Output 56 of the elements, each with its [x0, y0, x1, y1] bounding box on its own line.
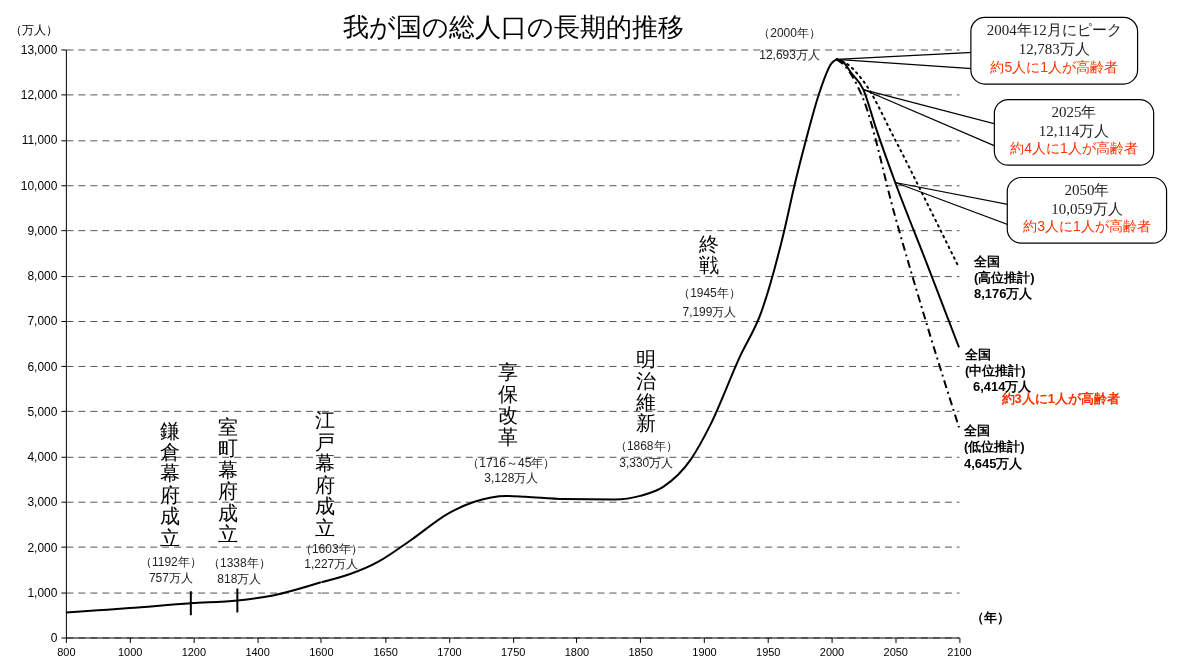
annotation: （2000年） 12,693万人	[758, 26, 821, 63]
y-tick-label: 2,000	[27, 540, 58, 555]
annotation: 2025年 12,114万人	[1038, 104, 1110, 140]
annotation: 2050年 10,059万人	[1051, 182, 1123, 218]
x-tick-label: 1600	[309, 645, 334, 658]
annotation: 明治維新	[635, 348, 657, 435]
x-tick-label: 1400	[245, 645, 270, 658]
data-label: 8,176万人	[973, 285, 1034, 301]
x-axis-title: （年）	[971, 610, 1011, 626]
annotation: （1192年） 757万人	[139, 555, 202, 586]
annotation: 終戦	[698, 232, 720, 277]
x-tick-label: 1700	[437, 645, 462, 658]
y-tick-label: 7,000	[27, 314, 58, 329]
annotation: 鎌倉幕府成立	[159, 419, 180, 549]
annotation: 約5人に1人が高齢者	[990, 59, 1118, 76]
annotation: 享保改革	[498, 361, 519, 448]
x-tick-label: 2050	[883, 645, 908, 658]
annotation: 約3人に1人が高齢者	[1023, 218, 1151, 235]
y-tick-label: 13,000	[20, 42, 58, 57]
series-label: 全国 (高位推計)	[972, 253, 1035, 285]
annotation: （1868年） 3,330万人	[614, 438, 678, 470]
x-tick-label: 1850	[628, 645, 653, 658]
y-tick-label: 11,000	[21, 133, 58, 148]
annotation: （1716～45年） 3,128万人	[467, 456, 556, 486]
data-label: 4,645万人	[963, 456, 1024, 472]
x-tick-label: 1750	[501, 645, 526, 658]
x-tick-label: 2100	[947, 645, 972, 658]
annotation: 2004年12月にピーク 12,783万人	[986, 22, 1122, 58]
x-tick-label: 1950	[756, 645, 781, 658]
y-tick-label: 3,000	[27, 495, 58, 510]
x-tick-label: 1900	[692, 645, 717, 658]
x-tick-label: 800	[57, 645, 76, 658]
annotation: 江戸幕府成立	[315, 409, 336, 539]
y-tick-label: 5,000	[27, 404, 58, 419]
x-tick-label: 1650	[373, 645, 398, 658]
y-tick-label: 12,000	[20, 88, 58, 103]
y-tick-label: 1,000	[27, 585, 58, 600]
y-tick-label: 0	[50, 630, 58, 645]
y-tick-label: 6,000	[27, 359, 58, 374]
series-label: 全国 (中位推計)	[963, 347, 1026, 379]
y-tick-label: 9,000	[27, 223, 58, 238]
x-tick-label: 1800	[564, 645, 590, 658]
y-axis-title: （万人）	[10, 23, 59, 37]
x-tick-label: 1000	[117, 645, 143, 658]
series-label: 全国 (低位推計)	[962, 423, 1025, 455]
y-tick-label: 4,000	[27, 450, 58, 465]
annotation: 約4人に1人が高齢者	[1010, 140, 1138, 157]
annotation: （1603年） 1,227万人	[299, 542, 363, 572]
chart-title: 我が国の総人口の長期的推移	[342, 12, 684, 41]
annotation: （1945年） 7,199万人	[678, 285, 741, 319]
y-tick-label: 8,000	[27, 269, 58, 284]
x-tick-label: 2000	[819, 645, 845, 658]
x-tick-label: 1200	[181, 645, 207, 658]
y-tick-label: 10,000	[20, 178, 58, 193]
annotation: 室町幕府成立	[218, 415, 239, 546]
annotation: （1338年） 818万人	[208, 555, 271, 586]
